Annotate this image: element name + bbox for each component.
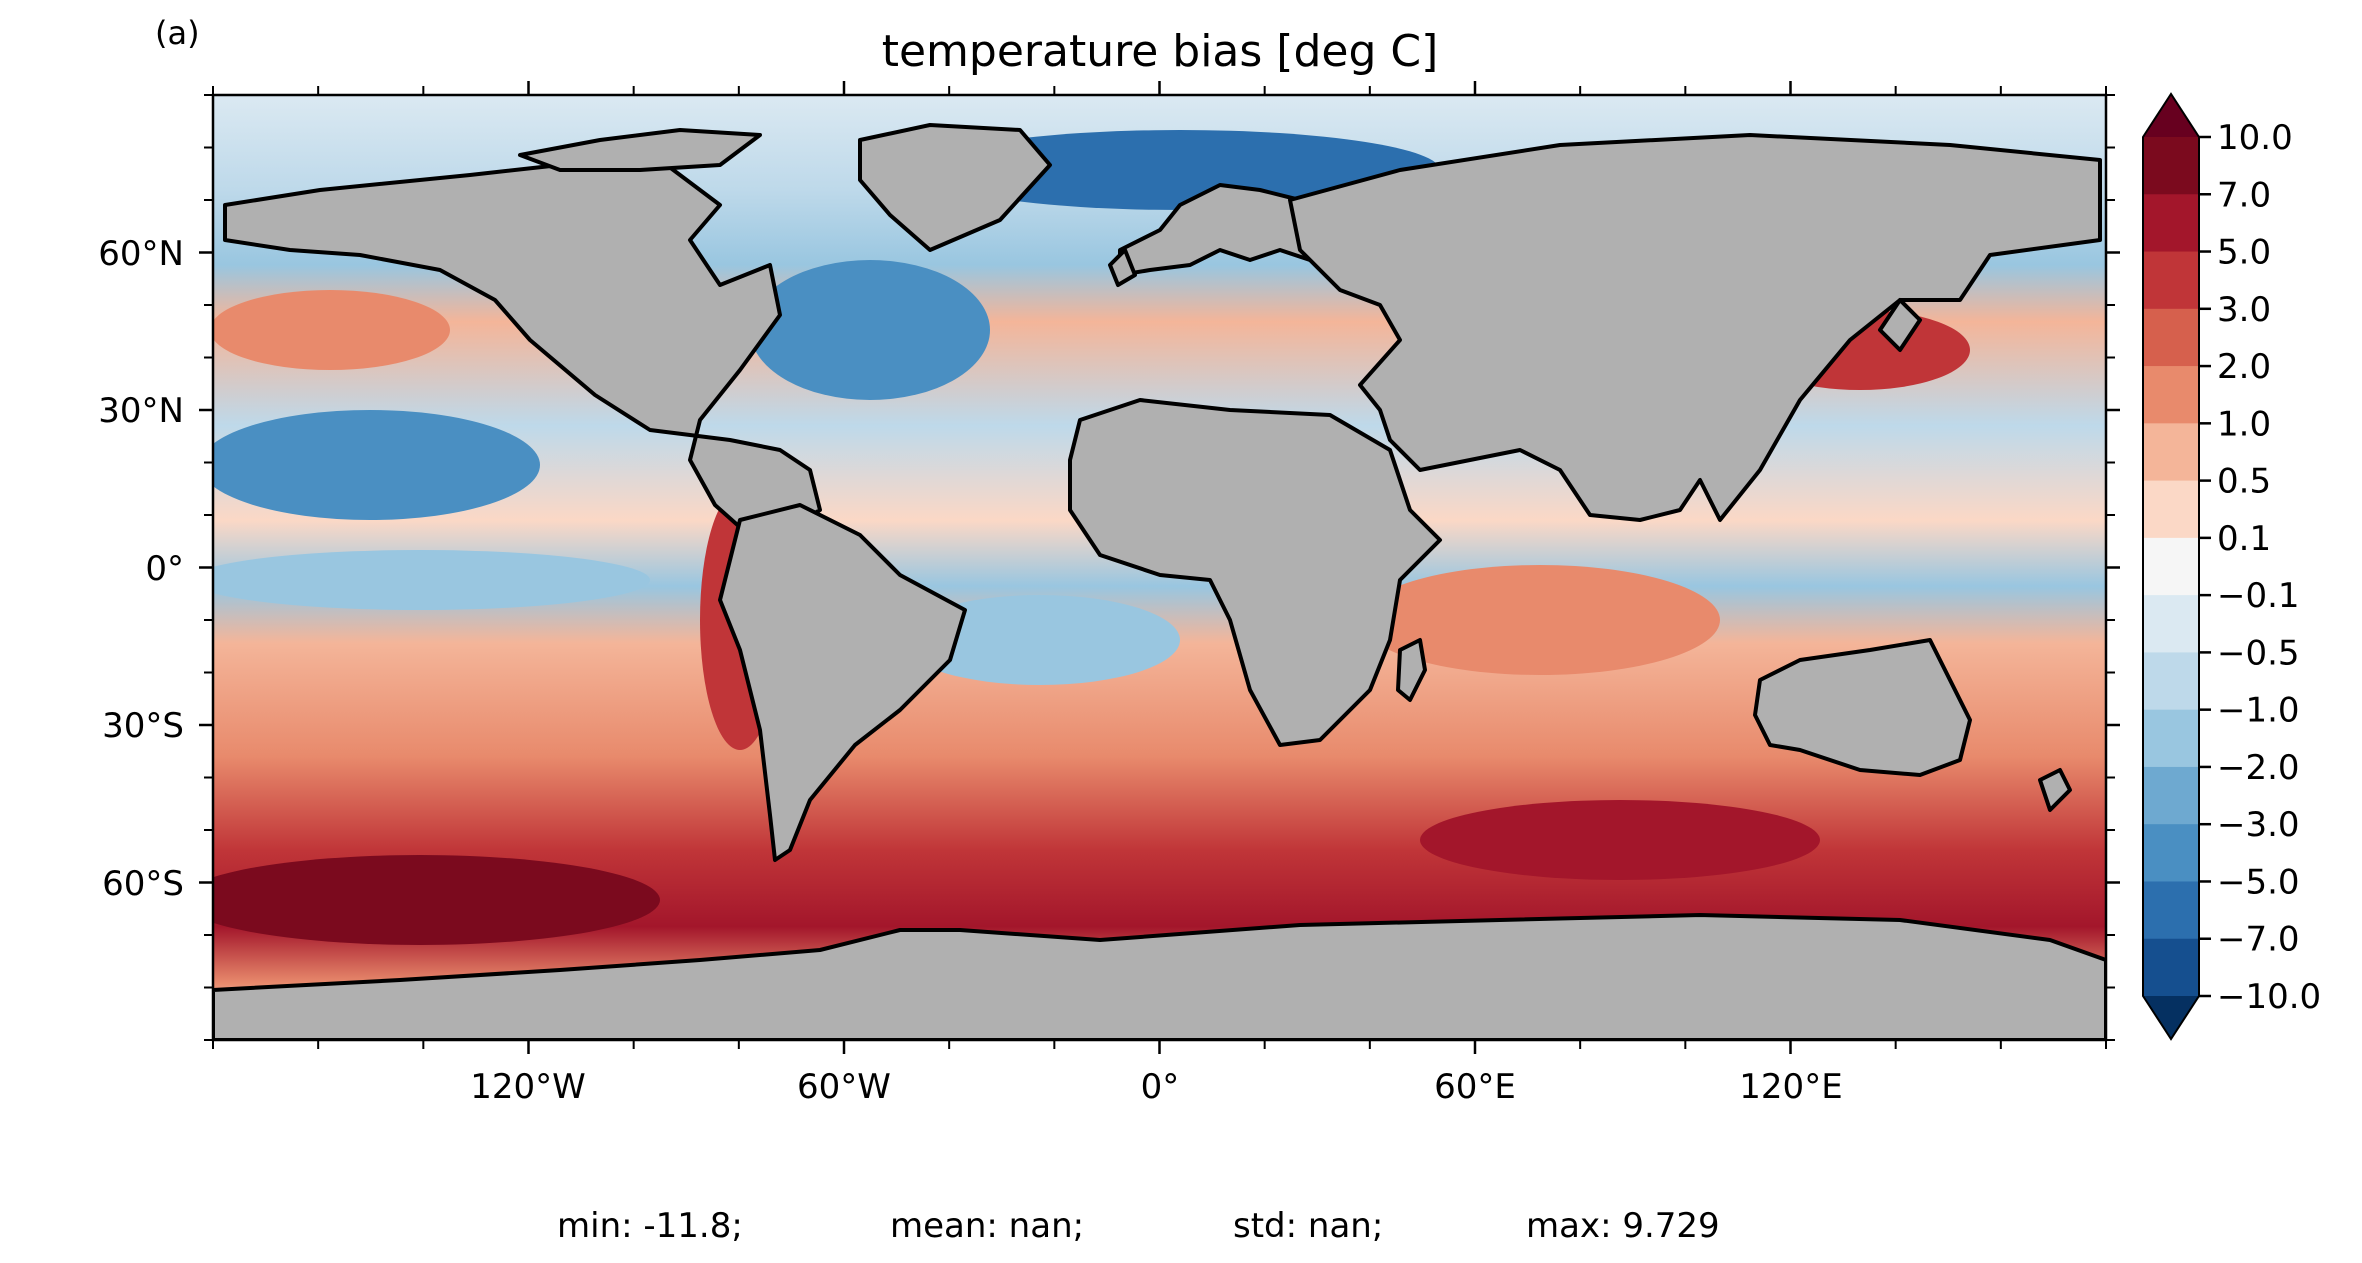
y-tick-label-30s: 30°S [102,706,184,746]
y-tick-label-30n: 30°N [98,391,184,431]
landmass-britain [1108,248,1137,287]
colorbar-band [2143,652,2199,711]
x-tick-label-0: 0° [1141,1067,1180,1107]
bias-patch-natl-cold [750,260,990,400]
x-tick-label-120e: 120°E [1739,1067,1842,1107]
colorbar-band [2143,137,2199,195]
colorbar-band [2143,251,2199,310]
colorbar-tick-label: 7.0 [2217,175,2271,215]
x-tick-marks [527,81,1792,1054]
landmass-africa [1068,398,1442,747]
panel-label: (a) [155,14,200,52]
colorbar-band [2143,308,2199,367]
y-tick-marks [199,251,2120,884]
colorbar-extend-max [2143,94,2199,137]
stat-max: max: 9.729 [1526,1206,1720,1246]
landmass-antarctica [213,913,2106,1040]
map-area [213,95,2106,1040]
bias-patch-npac-cold [213,410,540,520]
colorbar-band [2143,881,2199,940]
landmass-madagascar [1396,638,1427,702]
ocean-bias-patches [213,130,1970,945]
colorbar-band [2143,824,2199,883]
colorbar-tick-label: −10.0 [2217,977,2321,1017]
colorbar-band [2143,194,2199,253]
stat-std: std: nan; [1233,1206,1383,1246]
colorbar-band [2143,595,2199,653]
y-minor-ticks [204,94,2115,1041]
stat-min: min: -11.8; [557,1206,743,1246]
colorbar-tick-label: −7.0 [2217,920,2300,960]
bias-patch-npac-warm [213,290,450,370]
x-tick-label-60e: 60°E [1434,1067,1516,1107]
colorbar-band [2143,366,2199,424]
stat-mean: mean: nan; [890,1206,1084,1246]
y-tick-label-0: 0° [145,549,184,589]
colorbar-tick-label: −2.0 [2217,748,2300,788]
colorbar-labels: 10.0 7.0 5.0 3.0 2.0 1.0 0.5 0.1 −0.1 −0.5 −1.0 −2.… [2217,118,2321,1017]
colorbar-tick-label: 2.0 [2217,347,2271,387]
colorbar-tick-label: 1.0 [2217,404,2271,444]
colorbar-tick-label: −0.1 [2217,576,2300,616]
landmass-south-america [718,503,967,862]
colorbar-band [2143,480,2199,539]
y-tick-label-60n: 60°N [98,234,184,274]
landmass-canadian-arctic [518,128,762,172]
y-tick-label-60s: 60°S [102,864,184,904]
colorbar-tick-label: −0.5 [2217,633,2300,673]
bias-patch-satl-cold [900,595,1180,685]
map-title: temperature bias [deg C] [882,26,1439,77]
colorbar-ticks [2199,135,2211,998]
colorbar-bands [2142,92,2200,1041]
colorbar-band [2143,423,2199,482]
bias-patch-eqpac-cold [213,550,650,610]
landmass-japan [1878,298,1922,352]
colorbar-tick-label: −5.0 [2217,862,2300,902]
colorbar-band [2143,938,2199,997]
colorbar: 10.0 7.0 5.0 3.0 2.0 1.0 0.5 0.1 −0.1 −0.5 −1.0 −2.… [2142,92,2321,1041]
colorbar-tick-label: 10.0 [2217,118,2293,158]
landmass-greenland [858,123,1052,252]
y-axis: 60°N 30°N 0° 30°S 60°S [98,94,2120,1041]
colorbar-tick-label: 5.0 [2217,233,2271,273]
colorbar-extend-min [2143,996,2199,1039]
land-masses [213,123,2106,1040]
x-tick-label-60w: 60°W [797,1067,891,1107]
stats-line: min: -11.8; mean: nan; std: nan; max: 9.… [557,1206,1720,1246]
colorbar-band [2143,709,2199,768]
landmass-australia [1753,638,1972,777]
colorbar-tick-label: −3.0 [2217,805,2300,845]
bias-patch-io-warm [1360,565,1720,675]
landmass-new-zealand [2038,768,2072,812]
colorbar-tick-label: −1.0 [2217,691,2300,731]
colorbar-tick-label: 3.0 [2217,290,2271,330]
bias-patch-so-warm-west [213,855,660,945]
bias-patch-arctic-cold [920,130,1440,210]
landmass-asia [1288,133,2102,522]
colorbar-band [2143,766,2199,825]
colorbar-band [2143,537,2199,596]
colorbar-tick-label: 0.5 [2217,462,2271,502]
x-tick-label-120w: 120°W [470,1067,586,1107]
colorbar-tick-label: 0.1 [2217,519,2271,559]
bias-patch-so-warm-east [1420,800,1820,880]
x-axis: 120°W 60°W 0° 60°E 120°E [212,81,2107,1107]
